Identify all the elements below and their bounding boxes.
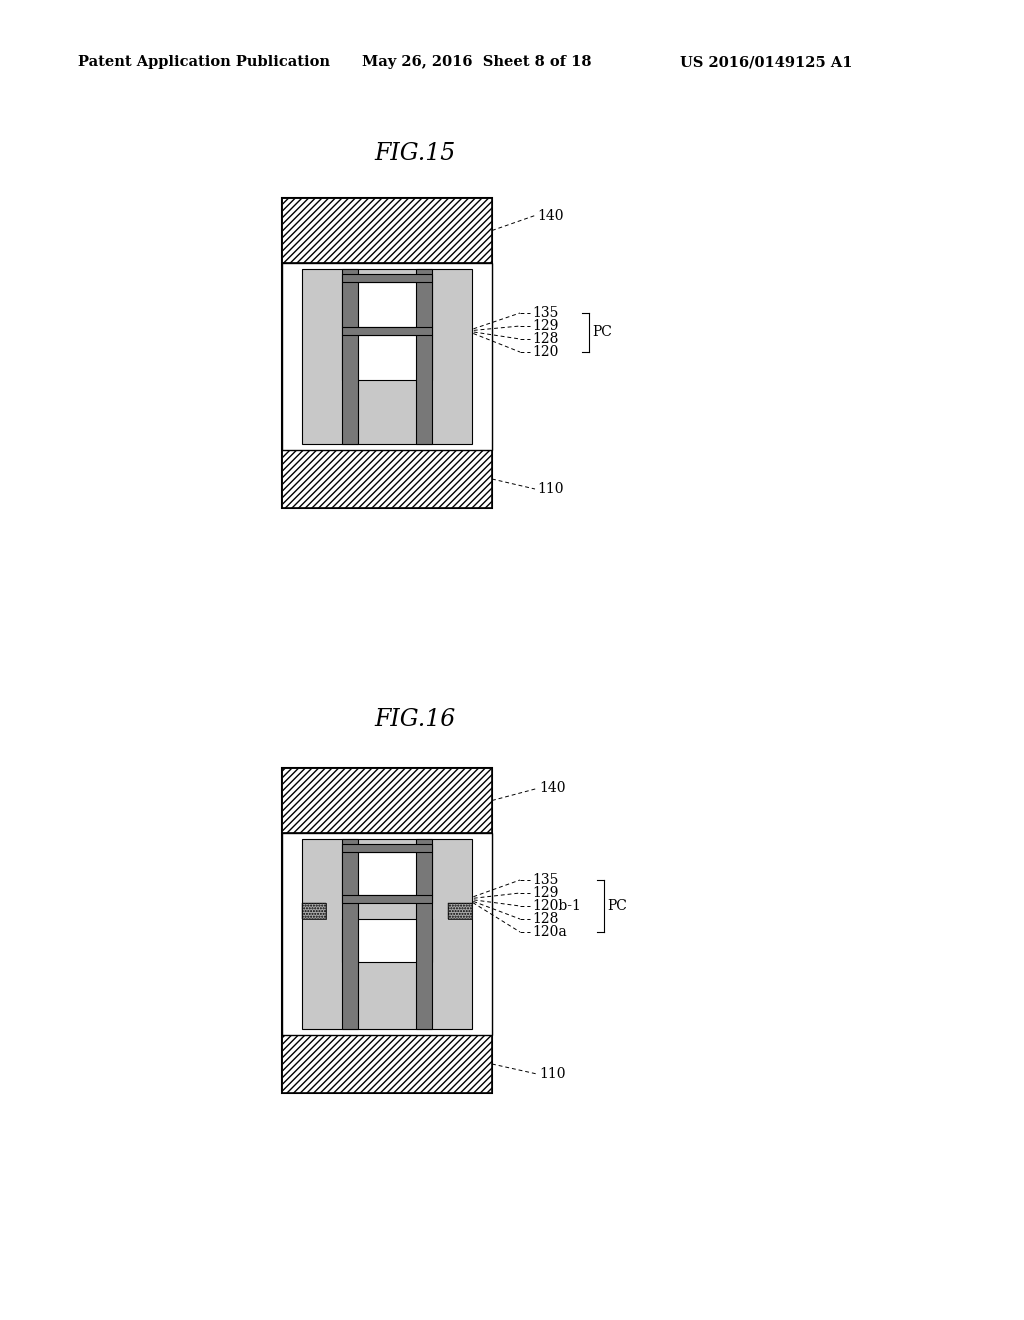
Bar [342,327,432,335]
Text: FIG.15: FIG.15 [375,141,456,165]
Text: US 2016/0149125 A1: US 2016/0149125 A1 [680,55,853,69]
Text: 129: 129 [532,319,558,333]
Bar [416,840,432,1030]
Text: PC: PC [607,899,627,913]
Text: 129: 129 [532,886,558,900]
Bar [342,843,432,851]
Bar [282,833,492,1035]
Text: PC: PC [592,326,612,339]
Bar [302,903,326,919]
Text: 140: 140 [537,209,563,223]
Bar [449,903,472,919]
Bar [282,450,492,508]
Bar [342,895,432,903]
Bar [302,903,326,919]
Bar [449,903,472,919]
Bar [302,840,472,1030]
Bar [282,198,492,263]
Text: FIG.16: FIG.16 [375,709,456,731]
Bar [302,269,472,444]
Bar [342,275,432,282]
Bar [342,851,432,895]
Bar [342,840,358,1030]
Bar [342,282,432,327]
Bar [282,263,492,450]
Text: 120: 120 [532,345,558,359]
Bar [342,919,432,962]
Text: 128: 128 [532,912,558,927]
Bar [416,269,432,444]
Text: 120b-1: 120b-1 [532,899,581,913]
Bar [282,1035,492,1093]
Text: 110: 110 [537,482,563,496]
Bar [282,768,492,833]
Bar [342,335,432,380]
Text: 120a: 120a [532,925,566,939]
Bar [282,768,492,1093]
Bar [282,198,492,263]
Text: 110: 110 [539,1067,565,1081]
Text: 140: 140 [539,781,565,796]
Bar [342,269,358,444]
Text: May 26, 2016  Sheet 8 of 18: May 26, 2016 Sheet 8 of 18 [362,55,592,69]
Text: 135: 135 [532,306,558,319]
Bar [282,768,492,833]
Text: Patent Application Publication: Patent Application Publication [78,55,330,69]
Text: 135: 135 [532,873,558,887]
Text: 128: 128 [532,333,558,346]
Bar [282,450,492,508]
Bar [282,1035,492,1093]
Bar [282,198,492,508]
